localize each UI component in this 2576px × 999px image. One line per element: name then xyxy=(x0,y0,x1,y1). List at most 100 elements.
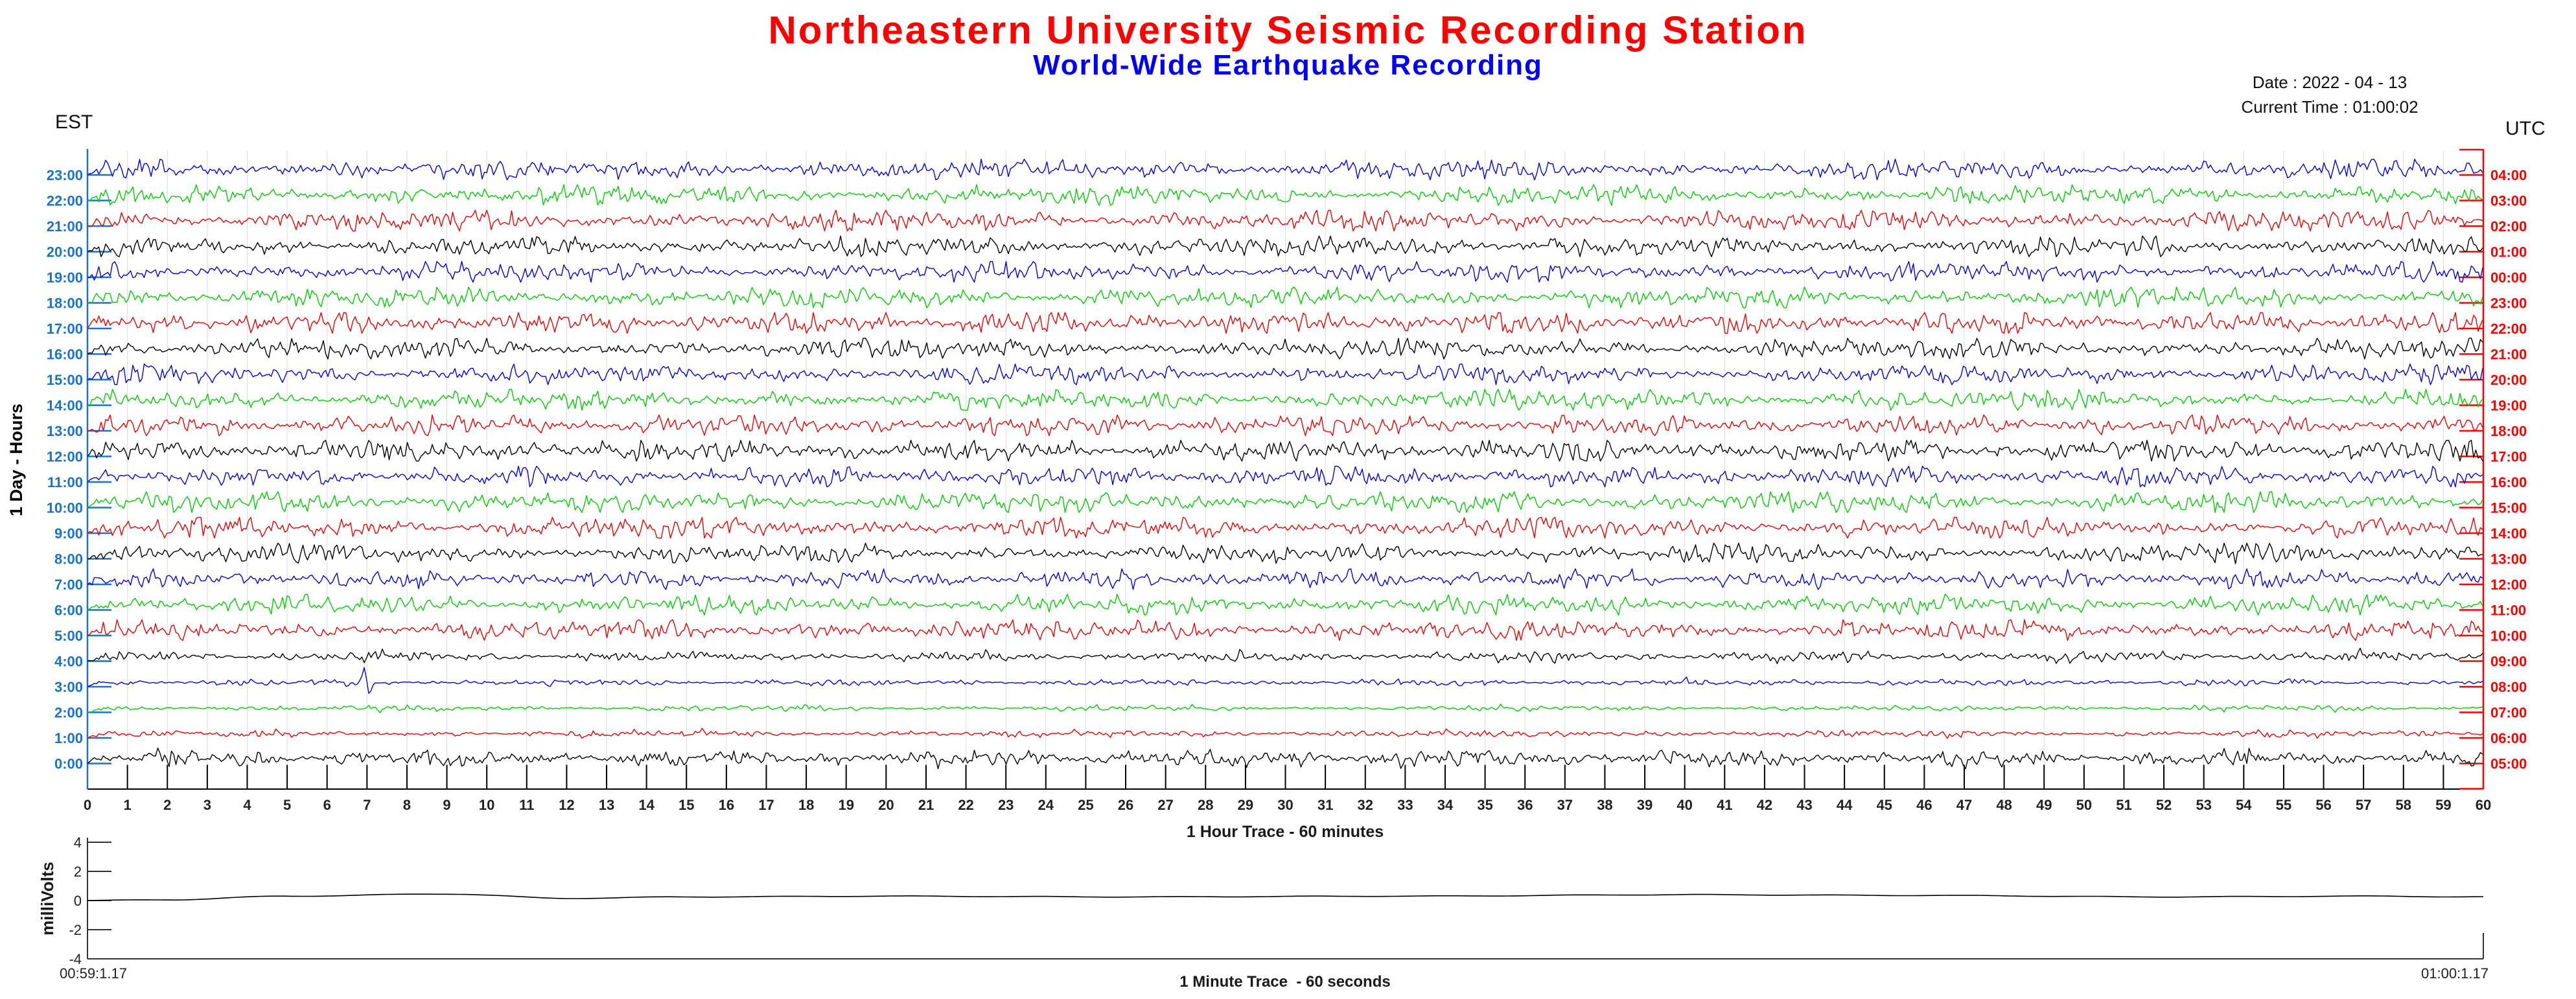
utc-hour-label: 22:00 xyxy=(2490,321,2527,337)
est-hour-label: 14:00 xyxy=(47,398,83,414)
x-tick-label: 40 xyxy=(1677,797,1692,813)
est-hour-label: 20:00 xyxy=(47,244,83,260)
seismic-trace-1800 xyxy=(87,286,2483,308)
utc-hour-label: 18:00 xyxy=(2490,423,2527,439)
x-tick-label: 18 xyxy=(798,797,814,813)
seismic-trace-500 xyxy=(87,619,2483,641)
date-label: Date : 2022 - 04 - 13 xyxy=(2252,73,2408,92)
est-timezone-label: EST xyxy=(55,111,93,133)
est-hour-label: 18:00 xyxy=(47,295,83,312)
minute-plot-y-tick-label: 4 xyxy=(74,834,82,851)
x-tick-label: 24 xyxy=(1038,797,1054,813)
x-tick-label: 17 xyxy=(758,797,774,813)
utc-hour-label: 03:00 xyxy=(2490,193,2527,209)
utc-hour-label: 13:00 xyxy=(2490,551,2527,568)
x-tick-label: 35 xyxy=(1477,797,1492,813)
utc-hour-label: 15:00 xyxy=(2490,500,2527,516)
utc-hour-label: 20:00 xyxy=(2490,372,2527,388)
x-tick-label: 21 xyxy=(918,797,934,813)
minute-plot-y-tick-label: 2 xyxy=(74,864,82,880)
minute-trace-end-time: 01:00:1.17 xyxy=(2421,965,2489,982)
utc-hour-label: 11:00 xyxy=(2490,603,2526,619)
utc-hour-label: 05:00 xyxy=(2490,756,2527,772)
x-tick-label: 19 xyxy=(838,797,853,813)
minute-trace-line xyxy=(87,893,2484,901)
est-hour-label: 8:00 xyxy=(54,551,83,568)
x-tick-label: 1 xyxy=(123,797,131,813)
seismic-trace-700 xyxy=(87,568,2483,590)
x-tick-label: 23 xyxy=(998,797,1014,813)
est-hour-label: 10:00 xyxy=(47,500,83,516)
x-tick-label: 47 xyxy=(1956,797,1972,813)
page-title: Northeastern University Seismic Recordin… xyxy=(768,8,1808,52)
utc-hour-label: 12:00 xyxy=(2490,577,2527,593)
x-tick-label: 38 xyxy=(1597,797,1612,813)
utc-hour-label: 02:00 xyxy=(2490,218,2527,235)
minute-trace-start-time: 00:59:1.17 xyxy=(60,965,127,982)
seismic-trace-1200 xyxy=(87,440,2483,462)
x-tick-label: 54 xyxy=(2236,797,2252,813)
x-tick-label: 48 xyxy=(1996,797,2012,813)
est-hour-label: 3:00 xyxy=(54,679,83,695)
x-tick-label: 36 xyxy=(1517,797,1533,813)
x-tick-label: 11 xyxy=(519,797,534,813)
x-tick-label: 13 xyxy=(599,797,614,813)
utc-hour-label: 10:00 xyxy=(2490,628,2527,644)
utc-hour-label: 21:00 xyxy=(2490,347,2527,363)
x-tick-label: 8 xyxy=(403,797,411,813)
x-tick-label: 50 xyxy=(2076,797,2092,813)
x-tick-label: 10 xyxy=(479,797,494,813)
x-tick-label: 28 xyxy=(1198,797,1213,813)
x-tick-label: 44 xyxy=(1837,797,1853,813)
x-tick-label: 7 xyxy=(363,797,371,813)
utc-hour-label: 14:00 xyxy=(2490,525,2527,542)
x-tick-label: 51 xyxy=(2116,797,2131,813)
utc-hour-label: 19:00 xyxy=(2490,398,2527,414)
minute-trace-x-axis-title: 1 Minute Trace - 60 seconds xyxy=(1179,973,1391,991)
seismic-trace-1700 xyxy=(87,312,2483,334)
x-tick-label: 32 xyxy=(1357,797,1373,813)
est-hour-label: 21:00 xyxy=(47,218,83,235)
utc-hour-label: 17:00 xyxy=(2490,449,2527,465)
helicorder-x-axis-title: 1 Hour Trace - 60 minutes xyxy=(1186,823,1384,841)
x-tick-label: 5 xyxy=(283,797,291,813)
x-tick-label: 22 xyxy=(958,797,973,813)
datetime-block: Date : 2022 - 04 - 13 Current Time : 01:… xyxy=(2200,70,2459,119)
x-tick-label: 60 xyxy=(2476,797,2491,813)
x-tick-label: 41 xyxy=(1717,797,1732,813)
x-tick-label: 14 xyxy=(638,797,655,813)
x-tick-label: 42 xyxy=(1757,797,1772,813)
x-tick-label: 39 xyxy=(1637,797,1653,813)
seismic-trace-000 xyxy=(87,747,2483,770)
seismic-trace-2000 xyxy=(87,235,2483,257)
seismic-trace-800 xyxy=(87,542,2483,564)
utc-hour-label: 06:00 xyxy=(2490,730,2527,746)
minute-plot-y-tick-label: -4 xyxy=(69,951,82,967)
seismic-trace-100 xyxy=(87,728,2483,739)
seismic-trace-1400 xyxy=(87,389,2483,411)
est-hour-label: 6:00 xyxy=(54,603,83,619)
x-tick-label: 6 xyxy=(323,797,331,813)
x-tick-label: 2 xyxy=(163,797,171,813)
x-tick-label: 52 xyxy=(2156,797,2172,813)
seismic-trace-2300 xyxy=(87,159,2483,181)
x-tick-label: 30 xyxy=(1277,797,1293,813)
seismic-trace-900 xyxy=(87,516,2483,539)
est-hour-label: 23:00 xyxy=(47,167,83,183)
est-hour-label: 7:00 xyxy=(54,577,83,593)
x-tick-label: 53 xyxy=(2196,797,2211,813)
est-hour-label: 9:00 xyxy=(54,525,83,542)
x-tick-label: 57 xyxy=(2356,797,2371,813)
seismic-trace-600 xyxy=(87,593,2483,615)
est-hour-label: 11:00 xyxy=(47,474,83,490)
utc-hour-label: 01:00 xyxy=(2490,244,2527,260)
x-tick-label: 37 xyxy=(1557,797,1573,813)
x-tick-label: 16 xyxy=(719,797,734,813)
x-tick-label: 4 xyxy=(243,797,251,813)
x-tick-label: 26 xyxy=(1118,797,1133,813)
est-hour-label: 15:00 xyxy=(47,372,83,388)
x-tick-label: 58 xyxy=(2396,797,2411,813)
x-tick-label: 0 xyxy=(84,797,91,813)
utc-hour-label: 00:00 xyxy=(2490,270,2527,286)
